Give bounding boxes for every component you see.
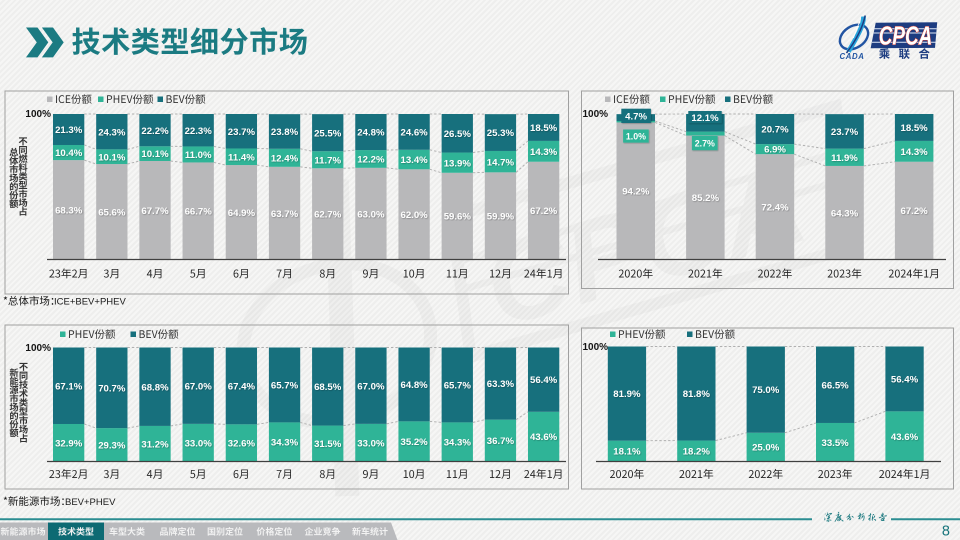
svg-text:14.3%: 14.3% bbox=[900, 147, 928, 158]
svg-text:21.3%: 21.3% bbox=[55, 125, 83, 136]
svg-text:100%: 100% bbox=[583, 109, 609, 120]
svg-text:65.7%: 65.7% bbox=[271, 381, 299, 392]
svg-text:6.9%: 6.9% bbox=[764, 145, 786, 156]
svg-text:18.5%: 18.5% bbox=[530, 123, 558, 134]
svg-text:64.3%: 64.3% bbox=[831, 208, 859, 219]
svg-text:56.4%: 56.4% bbox=[530, 375, 558, 386]
svg-text:22.2%: 22.2% bbox=[141, 126, 169, 137]
svg-text:26.5%: 26.5% bbox=[444, 129, 472, 140]
svg-text:63.3%: 63.3% bbox=[487, 379, 515, 390]
svg-text:63.7%: 63.7% bbox=[271, 209, 299, 220]
svg-text:10.4%: 10.4% bbox=[55, 148, 83, 159]
svg-text:67.2%: 67.2% bbox=[530, 206, 558, 217]
svg-text:94.2%: 94.2% bbox=[622, 187, 650, 198]
svg-text:24.6%: 24.6% bbox=[400, 128, 428, 139]
svg-text:18.2%: 18.2% bbox=[683, 447, 711, 458]
svg-text:10.1%: 10.1% bbox=[98, 152, 126, 163]
svg-text:23.8%: 23.8% bbox=[271, 127, 299, 138]
svg-text:72.4%: 72.4% bbox=[761, 202, 789, 213]
svg-text:67.4%: 67.4% bbox=[228, 382, 256, 393]
svg-text:20.7%: 20.7% bbox=[761, 125, 789, 136]
svg-text:12.4%: 12.4% bbox=[271, 153, 299, 164]
svg-text:66.7%: 66.7% bbox=[185, 207, 213, 218]
svg-text:32.9%: 32.9% bbox=[55, 438, 83, 449]
svg-text:32.6%: 32.6% bbox=[228, 439, 256, 450]
svg-text:63.0%: 63.0% bbox=[357, 209, 385, 220]
svg-text:43.6%: 43.6% bbox=[530, 432, 558, 443]
svg-text:100%: 100% bbox=[25, 343, 51, 354]
svg-text:56.4%: 56.4% bbox=[891, 375, 919, 386]
svg-text:64.8%: 64.8% bbox=[400, 380, 428, 391]
svg-text:36.7%: 36.7% bbox=[487, 436, 515, 447]
svg-text:25.3%: 25.3% bbox=[487, 128, 515, 139]
svg-text:ICE+BEV+PHEV: ICE+BEV+PHEV bbox=[54, 297, 126, 308]
svg-text:BEV+PHEV: BEV+PHEV bbox=[65, 497, 116, 508]
svg-text:68.8%: 68.8% bbox=[141, 382, 169, 393]
svg-text:33.0%: 33.0% bbox=[185, 438, 213, 449]
svg-text:24.3%: 24.3% bbox=[98, 127, 126, 138]
svg-text:13.9%: 13.9% bbox=[444, 158, 472, 169]
svg-text:67.2%: 67.2% bbox=[900, 206, 928, 217]
svg-text:29.3%: 29.3% bbox=[98, 440, 126, 451]
svg-text:65.7%: 65.7% bbox=[444, 381, 472, 392]
svg-text:43.6%: 43.6% bbox=[891, 432, 919, 443]
svg-text:CPCA: CPCA bbox=[879, 22, 932, 50]
svg-text:67.1%: 67.1% bbox=[55, 381, 83, 392]
svg-text:75.0%: 75.0% bbox=[752, 385, 780, 396]
svg-text:25.0%: 25.0% bbox=[752, 443, 780, 454]
svg-text:2.7%: 2.7% bbox=[695, 139, 715, 149]
svg-text:22.3%: 22.3% bbox=[185, 126, 213, 137]
svg-text:67.0%: 67.0% bbox=[357, 381, 385, 392]
svg-text:13.4%: 13.4% bbox=[400, 155, 428, 166]
svg-text:CADA: CADA bbox=[840, 52, 865, 61]
svg-text:62.7%: 62.7% bbox=[314, 210, 342, 221]
svg-text:85.2%: 85.2% bbox=[692, 193, 720, 204]
svg-text:59.9%: 59.9% bbox=[487, 212, 515, 223]
svg-text:11.0%: 11.0% bbox=[185, 150, 212, 161]
svg-text:62.0%: 62.0% bbox=[400, 210, 428, 221]
svg-text:14.3%: 14.3% bbox=[530, 147, 558, 158]
svg-text:33.0%: 33.0% bbox=[357, 438, 385, 449]
svg-text:23.7%: 23.7% bbox=[228, 127, 256, 138]
svg-text:31.2%: 31.2% bbox=[141, 439, 169, 450]
svg-text:33.5%: 33.5% bbox=[821, 438, 849, 449]
svg-text:25.5%: 25.5% bbox=[314, 128, 342, 139]
svg-text:34.3%: 34.3% bbox=[444, 438, 472, 449]
svg-text:64.9%: 64.9% bbox=[228, 208, 256, 219]
svg-text:66.5%: 66.5% bbox=[821, 380, 849, 391]
svg-text:10.1%: 10.1% bbox=[141, 149, 169, 160]
svg-text:100%: 100% bbox=[583, 342, 609, 353]
svg-text:8: 8 bbox=[942, 524, 950, 540]
svg-text:18.1%: 18.1% bbox=[613, 447, 641, 458]
svg-text:67.7%: 67.7% bbox=[141, 206, 169, 217]
svg-text:23.7%: 23.7% bbox=[831, 127, 859, 138]
svg-text:100%: 100% bbox=[25, 109, 51, 120]
svg-text:81.8%: 81.8% bbox=[683, 389, 711, 400]
svg-text:81.9%: 81.9% bbox=[613, 389, 641, 400]
svg-text:68.5%: 68.5% bbox=[314, 382, 342, 393]
svg-text:24.8%: 24.8% bbox=[357, 128, 385, 139]
svg-text:12.2%: 12.2% bbox=[357, 155, 385, 166]
svg-text:31.5%: 31.5% bbox=[314, 439, 342, 450]
svg-text:35.2%: 35.2% bbox=[400, 437, 428, 448]
svg-text:1.0%: 1.0% bbox=[626, 132, 646, 142]
svg-text:4.7%: 4.7% bbox=[625, 112, 647, 123]
svg-text:18.5%: 18.5% bbox=[900, 123, 928, 134]
svg-text:12.1%: 12.1% bbox=[691, 113, 719, 124]
svg-text:67.0%: 67.0% bbox=[185, 381, 213, 392]
svg-text:34.3%: 34.3% bbox=[271, 438, 299, 449]
svg-text:11.7%: 11.7% bbox=[314, 155, 341, 166]
svg-text:11.9%: 11.9% bbox=[831, 153, 858, 164]
svg-text:11.4%: 11.4% bbox=[228, 152, 255, 163]
svg-text:59.6%: 59.6% bbox=[444, 212, 472, 223]
svg-text:14.7%: 14.7% bbox=[487, 157, 515, 168]
svg-text:65.6%: 65.6% bbox=[98, 207, 126, 218]
svg-text:70.7%: 70.7% bbox=[98, 383, 126, 394]
svg-text:68.3%: 68.3% bbox=[55, 205, 83, 216]
